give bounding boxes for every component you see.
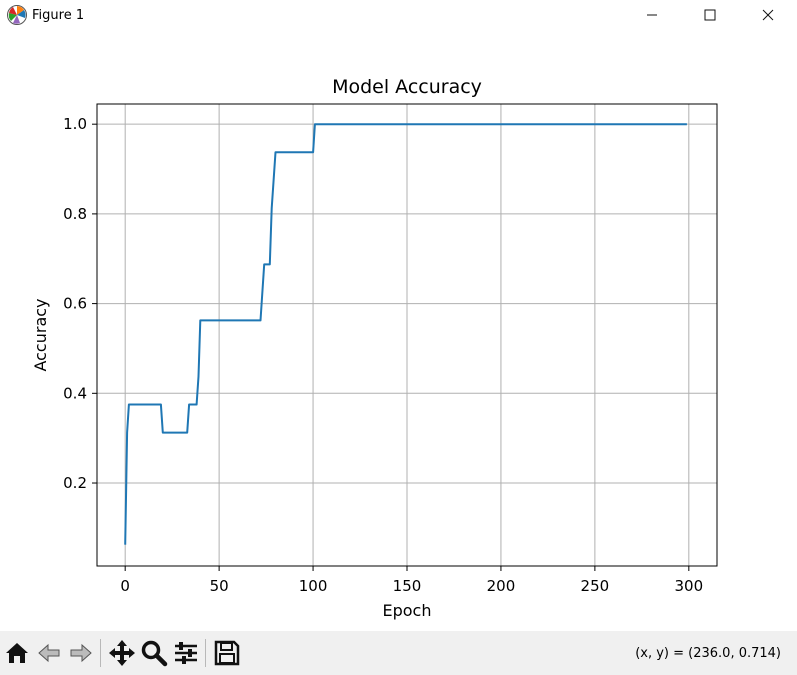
pan-button[interactable] bbox=[107, 636, 137, 670]
maximize-icon bbox=[704, 9, 716, 21]
save-icon bbox=[214, 640, 240, 666]
zoom-icon bbox=[141, 640, 168, 667]
configure-subplots-icon bbox=[175, 642, 197, 664]
x-tick-label: 100 bbox=[299, 577, 328, 595]
y-tick-label: 0.6 bbox=[63, 295, 87, 313]
navigation-toolbar: (x, y) = (236.0, 0.714) bbox=[0, 631, 797, 675]
maximize-button[interactable] bbox=[681, 0, 739, 30]
y-tick-label: 0.8 bbox=[63, 205, 87, 223]
toolbar-separator bbox=[205, 639, 206, 667]
window-titlebar: Figure 1 bbox=[0, 0, 797, 30]
back-arrow-icon bbox=[38, 643, 60, 663]
x-tick-label: 300 bbox=[674, 577, 703, 595]
chart-title: Model Accuracy bbox=[332, 76, 482, 98]
home-button[interactable] bbox=[2, 636, 32, 670]
forward-button[interactable] bbox=[66, 636, 96, 670]
minimize-button[interactable] bbox=[623, 0, 681, 30]
y-axis-label: Accuracy bbox=[31, 298, 50, 371]
pan-icon bbox=[109, 640, 135, 666]
close-icon bbox=[762, 9, 774, 21]
accuracy-line bbox=[124, 123, 687, 545]
y-tick-label: 1.0 bbox=[63, 115, 87, 133]
toolbar-separator bbox=[100, 639, 101, 667]
forward-arrow-icon bbox=[70, 643, 92, 663]
back-button[interactable] bbox=[34, 636, 64, 670]
matplotlib-logo-icon bbox=[7, 5, 27, 25]
y-tick-label: 0.4 bbox=[63, 384, 87, 402]
zoom-button[interactable] bbox=[139, 636, 169, 670]
configure-subplots-button[interactable] bbox=[171, 636, 201, 670]
x-axis-label: Epoch bbox=[383, 601, 432, 620]
x-tick-label: 200 bbox=[487, 577, 516, 595]
y-tick-label: 0.2 bbox=[63, 474, 87, 492]
close-button[interactable] bbox=[739, 0, 797, 30]
cursor-coordinates: (x, y) = (236.0, 0.714) bbox=[635, 645, 781, 661]
x-tick-label: 150 bbox=[393, 577, 422, 595]
save-button[interactable] bbox=[212, 636, 242, 670]
home-icon bbox=[6, 643, 28, 663]
x-tick-label: 250 bbox=[581, 577, 610, 595]
window-title: Figure 1 bbox=[32, 7, 85, 23]
minimize-icon bbox=[647, 14, 657, 16]
x-tick-label: 0 bbox=[120, 577, 130, 595]
accuracy-chart: Model Accuracy 0 50 100 150 200 250 300 0.2 0.4 0… bbox=[31, 76, 718, 620]
figure-canvas[interactable]: Model Accuracy 0 50 100 150 200 250 300 0.2 0.4 0… bbox=[0, 30, 797, 631]
x-tick-label: 50 bbox=[210, 577, 229, 595]
plot-frame bbox=[96, 103, 718, 567]
